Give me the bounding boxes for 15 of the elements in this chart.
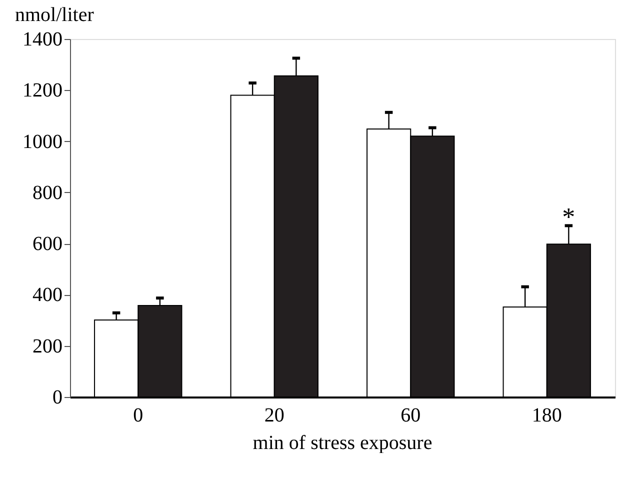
y-tick-label: 1400 <box>22 28 62 50</box>
y-tick-label: 800 <box>32 182 62 204</box>
x-tick-label: 180 <box>532 404 562 426</box>
x-tick-label: 20 <box>264 404 284 426</box>
annotation: * <box>562 202 576 232</box>
y-axis-title: nmol/liter <box>15 4 94 26</box>
y-tick-label: 1200 <box>22 80 62 102</box>
x-tick-label: 60 <box>400 404 421 426</box>
x-tick-label: 0 <box>133 404 144 426</box>
y-tick-label: 400 <box>32 284 62 306</box>
y-tick-label: 200 <box>32 335 62 358</box>
x-axis-title: min of stress exposure <box>252 432 432 454</box>
y-tick-label: 600 <box>32 233 62 256</box>
y-tick-label: 0 <box>52 386 62 408</box>
y-tick-label: 1000 <box>22 130 62 153</box>
